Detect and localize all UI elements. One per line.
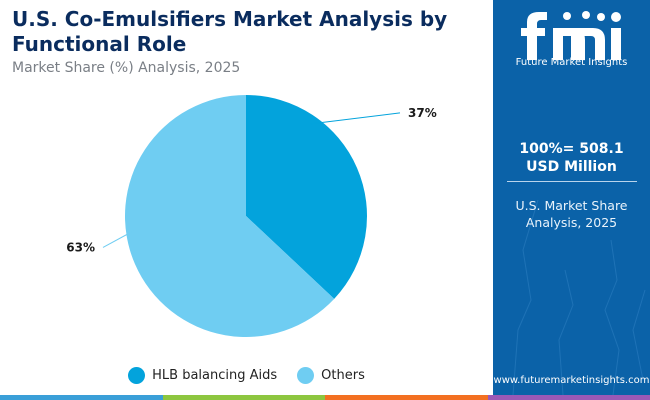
slice-label-1: 37% <box>408 106 437 120</box>
chart-title: U.S. Co-Emulsifiers Market Analysis by F… <box>12 7 448 56</box>
bottom-color-bar <box>0 395 650 400</box>
market-share-description: U.S. Market Share Analysis, 2025 <box>515 198 628 230</box>
chart-subtitle: Market Share (%) Analysis, 2025 <box>12 60 241 76</box>
legend-label: Others <box>321 367 365 383</box>
legend-swatch <box>297 366 315 384</box>
slice-label-2: 63% <box>66 240 95 254</box>
pie-slice-1 <box>246 95 367 299</box>
bottom-bar-segment <box>325 395 488 400</box>
website-url[interactable]: www.futuremarketinsights.com <box>493 375 650 386</box>
sidebar: Future Market Insights 100%= 508.1 USD M… <box>493 0 650 395</box>
chart-legend: HLB balancing Aids Others <box>0 364 493 386</box>
pie-slice-2 <box>124 95 335 337</box>
pie-chart: 37% 63% <box>66 95 437 337</box>
chart-panel: U.S. Co-Emulsifiers Market Analysis by F… <box>0 7 493 386</box>
leader-line-1 <box>310 112 401 125</box>
market-total: 100%= 508.1 USD Million <box>519 141 624 175</box>
bottom-bar-segment <box>162 395 325 400</box>
logo-caption: Future Market Insights <box>515 57 628 68</box>
decorative-lines <box>512 199 646 395</box>
bottom-bar-segment <box>0 395 163 400</box>
legend-swatch <box>128 366 146 384</box>
bottom-bar-segment <box>487 395 650 400</box>
legend-item-1: HLB balancing Aids <box>128 366 278 384</box>
legend-item-2: Others <box>297 366 365 384</box>
sidebar-divider <box>507 181 637 182</box>
legend-label: HLB balancing Aids <box>152 367 278 383</box>
fmi-logo-icon <box>521 11 621 60</box>
leader-line-2 <box>102 229 135 248</box>
